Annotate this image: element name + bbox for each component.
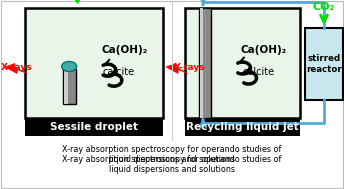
Text: X-rays: X-rays [174,64,206,73]
Bar [185,8,300,118]
Polygon shape [5,64,27,74]
Bar [63,68,76,104]
Text: Recycling liquid jet: Recycling liquid jet [186,122,299,132]
Bar [185,118,300,136]
Polygon shape [166,64,188,74]
Text: X-ray absorption spectroscopy for operando studies of
liquid dispersions and sol: X-ray absorption spectroscopy for operan… [62,145,282,164]
Text: X-rays: X-rays [1,64,33,73]
Bar [64,68,68,104]
Text: Sessile droplet: Sessile droplet [50,122,138,132]
Text: Ca(OH)₂: Ca(OH)₂ [240,45,286,55]
Text: X-ray absorption spectroscopy for operando studies of
liquid dispersions and sol: X-ray absorption spectroscopy for operan… [62,155,282,174]
Text: calcite: calcite [242,67,274,77]
Bar [305,28,343,100]
Bar [25,118,163,136]
Text: Ca(OH)₂: Ca(OH)₂ [101,45,148,55]
Ellipse shape [63,66,76,71]
Bar [200,8,203,118]
Text: CO₂: CO₂ [313,2,335,12]
Bar [25,8,163,118]
Bar [199,8,211,118]
Text: calcite: calcite [103,67,135,77]
Text: stirred
reactor: stirred reactor [306,54,342,74]
Ellipse shape [62,61,77,71]
